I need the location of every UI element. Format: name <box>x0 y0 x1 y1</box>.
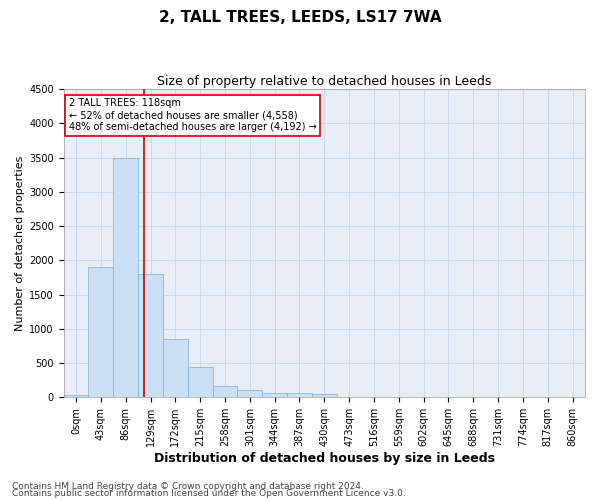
Bar <box>287 393 312 398</box>
Text: 2 TALL TREES: 118sqm
← 52% of detached houses are smaller (4,558)
48% of semi-de: 2 TALL TREES: 118sqm ← 52% of detached h… <box>69 98 317 132</box>
X-axis label: Distribution of detached houses by size in Leeds: Distribution of detached houses by size … <box>154 452 495 465</box>
Bar <box>262 392 287 398</box>
Bar <box>212 386 238 398</box>
Bar <box>113 158 138 398</box>
Bar <box>88 267 113 398</box>
Title: Size of property relative to detached houses in Leeds: Size of property relative to detached ho… <box>157 75 491 88</box>
Text: Contains HM Land Registry data © Crown copyright and database right 2024.: Contains HM Land Registry data © Crown c… <box>12 482 364 491</box>
Bar <box>238 390 262 398</box>
Y-axis label: Number of detached properties: Number of detached properties <box>15 156 25 331</box>
Bar <box>138 274 163 398</box>
Bar <box>188 366 212 398</box>
Bar <box>312 394 337 398</box>
Text: 2, TALL TREES, LEEDS, LS17 7WA: 2, TALL TREES, LEEDS, LS17 7WA <box>158 10 442 25</box>
Bar <box>64 396 88 398</box>
Bar <box>163 339 188 398</box>
Text: Contains public sector information licensed under the Open Government Licence v3: Contains public sector information licen… <box>12 489 406 498</box>
